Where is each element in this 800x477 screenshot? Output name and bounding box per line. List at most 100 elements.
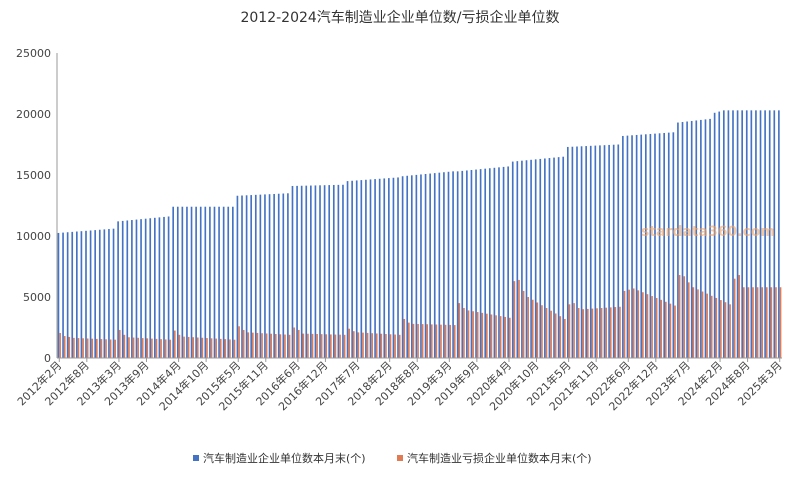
bar-companies bbox=[576, 146, 578, 358]
chart-title: 2012-2024汽车制造业企业单位数/亏损企业单位数 bbox=[240, 9, 559, 26]
bar-companies bbox=[98, 229, 101, 358]
bar-companies bbox=[332, 184, 335, 358]
bar-loss-companies bbox=[642, 292, 644, 358]
bar-companies bbox=[498, 167, 500, 358]
y-axis: 0 5000 10000 15000 20000 25000 bbox=[16, 47, 58, 365]
bar-loss-companies bbox=[261, 333, 263, 358]
bar-loss-companies bbox=[619, 306, 621, 358]
bar-loss-companies bbox=[68, 336, 71, 358]
bar-loss-companies bbox=[476, 312, 479, 358]
bar-loss-companies bbox=[729, 304, 731, 358]
bar-companies bbox=[213, 206, 216, 358]
bar-companies bbox=[585, 146, 587, 358]
bars-group bbox=[57, 110, 782, 359]
bar-loss-companies bbox=[536, 302, 539, 358]
bar-loss-companies bbox=[646, 294, 649, 358]
bar-companies bbox=[273, 193, 275, 358]
bar-loss-companies bbox=[91, 338, 94, 358]
bar-companies bbox=[397, 177, 399, 358]
bar-loss-companies bbox=[674, 305, 676, 358]
bar-companies bbox=[433, 173, 436, 358]
bar-loss-companies bbox=[389, 334, 392, 358]
bar-loss-companies bbox=[495, 315, 497, 358]
bar-companies bbox=[617, 144, 620, 358]
bar-loss-companies bbox=[408, 322, 410, 358]
bar-companies bbox=[186, 206, 188, 358]
bar-loss-companies bbox=[651, 296, 653, 358]
bar-loss-companies bbox=[215, 338, 217, 358]
bar-loss-companies bbox=[481, 312, 484, 358]
bar-loss-companies bbox=[63, 336, 66, 358]
bar-companies bbox=[108, 229, 110, 358]
bar-companies bbox=[654, 133, 656, 358]
bar-companies bbox=[365, 179, 367, 358]
legend: 汽车制造业企业单位数本月末(个) 汽车制造业亏损企业单位数本月末(个) bbox=[193, 451, 592, 465]
bar-companies bbox=[163, 216, 165, 358]
bar-companies bbox=[103, 229, 106, 358]
bar-companies bbox=[287, 193, 289, 358]
bar-loss-companies bbox=[82, 338, 84, 358]
bar-loss-companies bbox=[724, 302, 727, 358]
bar-loss-companies bbox=[330, 334, 332, 358]
bar-companies bbox=[351, 180, 353, 358]
legend-swatch-loss-companies bbox=[397, 455, 403, 461]
bar-loss-companies bbox=[242, 329, 245, 358]
bar-loss-companies bbox=[187, 336, 190, 358]
legend-swatch-companies bbox=[193, 455, 199, 461]
bar-companies bbox=[755, 110, 757, 358]
bar-companies bbox=[589, 145, 592, 358]
bar-companies bbox=[420, 174, 422, 358]
bar-companies bbox=[406, 175, 409, 358]
bar-loss-companies bbox=[394, 334, 396, 358]
bar-loss-companies bbox=[637, 290, 640, 358]
y-tick-label: 15000 bbox=[16, 169, 51, 182]
bar-loss-companies bbox=[444, 324, 447, 358]
bar-companies bbox=[745, 110, 748, 358]
bar-companies bbox=[236, 195, 239, 358]
bar-companies bbox=[154, 217, 156, 358]
bar-companies bbox=[337, 184, 340, 358]
bar-loss-companies bbox=[591, 308, 594, 358]
bar-companies bbox=[622, 135, 624, 358]
bar-companies bbox=[80, 231, 83, 358]
bar-companies bbox=[291, 185, 294, 358]
bar-loss-companies bbox=[137, 337, 139, 358]
bar-companies bbox=[429, 173, 431, 358]
bar-companies bbox=[378, 178, 381, 358]
bar-companies bbox=[713, 112, 716, 358]
y-tick-label: 0 bbox=[44, 352, 51, 365]
bar-companies bbox=[232, 206, 234, 358]
bar-companies bbox=[677, 122, 679, 358]
bar-companies bbox=[516, 161, 519, 358]
bar-companies bbox=[580, 146, 583, 358]
bar-loss-companies bbox=[743, 287, 745, 358]
bar-companies bbox=[456, 171, 459, 358]
bar-companies bbox=[158, 217, 161, 358]
bar-loss-companies bbox=[132, 337, 135, 358]
bar-loss-companies bbox=[701, 291, 704, 358]
bar-loss-companies bbox=[233, 339, 236, 358]
bar-loss-companies bbox=[738, 275, 741, 358]
bar-companies bbox=[355, 180, 358, 358]
bar-companies bbox=[121, 220, 124, 358]
bar-loss-companies bbox=[632, 288, 635, 358]
bar-loss-companies bbox=[747, 287, 750, 358]
bar-companies bbox=[690, 120, 693, 358]
bar-companies bbox=[342, 184, 344, 358]
bar-companies bbox=[135, 219, 138, 358]
bar-loss-companies bbox=[146, 338, 149, 358]
y-tick-label: 25000 bbox=[16, 47, 51, 60]
bar-companies bbox=[383, 178, 386, 358]
legend-label-loss-companies: 汽车制造业亏损企业单位数本月末(个) bbox=[407, 451, 592, 465]
bar-loss-companies bbox=[164, 339, 167, 358]
bar-loss-companies bbox=[118, 329, 121, 358]
bar-companies bbox=[410, 175, 413, 358]
bar-loss-companies bbox=[605, 307, 607, 358]
y-tick-label: 5000 bbox=[23, 291, 51, 304]
bar-loss-companies bbox=[596, 308, 598, 358]
bar-companies bbox=[493, 167, 496, 358]
bar-companies bbox=[71, 231, 74, 358]
bar-companies bbox=[227, 206, 230, 358]
bar-loss-companies bbox=[683, 276, 685, 358]
